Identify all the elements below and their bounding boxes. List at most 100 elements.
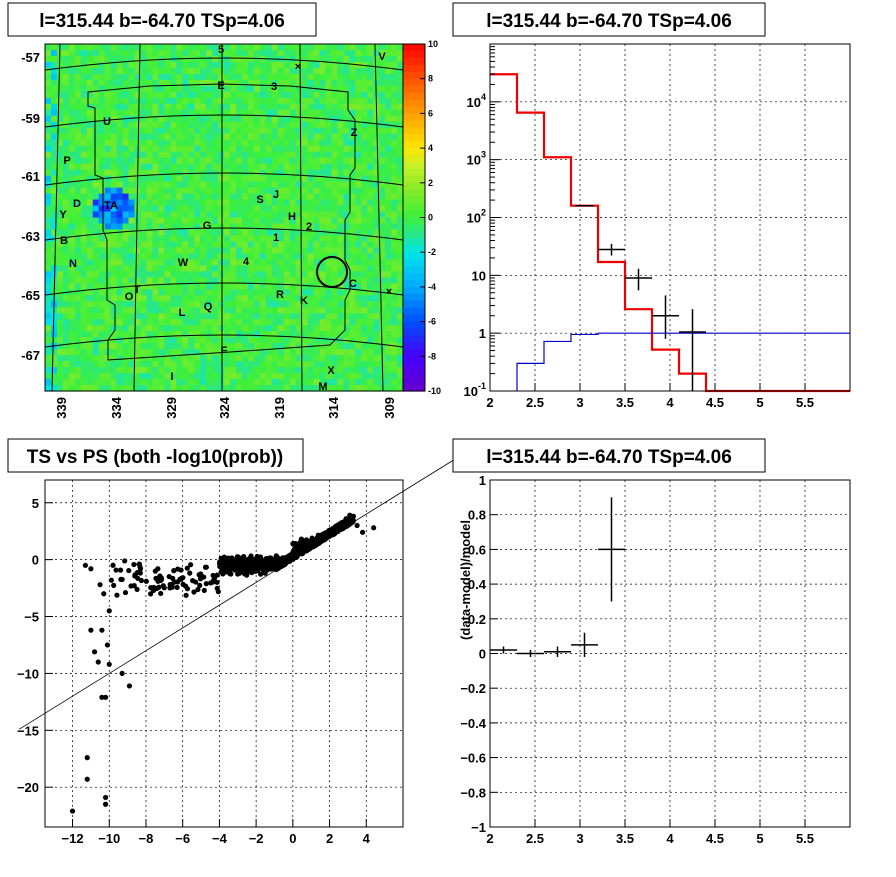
heatmap-cell: [301, 385, 309, 392]
heatmap-cell: [337, 253, 344, 260]
heatmap-cell: [385, 127, 392, 135]
heatmap-cell: [212, 49, 219, 57]
colorbar-band: [403, 238, 425, 246]
heatmap-cell: [397, 265, 404, 272]
heatmap-cell: [235, 283, 243, 290]
heatmap-cell: [361, 187, 368, 195]
heatmap-cell: [194, 247, 201, 254]
heatmap-cell: [313, 313, 321, 320]
heatmap-cell: [343, 313, 350, 320]
scatter-point: [88, 566, 94, 572]
heatmap-cell: [158, 193, 165, 201]
heatmap-cell: [146, 271, 153, 278]
heatmap-cell: [80, 187, 88, 195]
heatmap-cell: [307, 235, 315, 243]
heatmap-cell: [110, 277, 118, 284]
heatmap-cell: [164, 109, 171, 117]
heatmap-cell: [397, 307, 404, 314]
heatmap-cell: [259, 109, 267, 117]
heatmap-cell: [349, 253, 356, 260]
heatmap-cell: [283, 139, 291, 147]
heatmap-cell: [229, 373, 237, 380]
heatmap-cell: [391, 241, 398, 249]
heatmap-cell: [289, 241, 297, 249]
heatmap-cell: [92, 133, 100, 141]
heatmap-cell: [331, 307, 338, 314]
heatmap-cell: [265, 295, 273, 302]
heatmap-cell: [110, 169, 118, 177]
heatmap-cell: [235, 307, 243, 314]
heatmap-cell: [295, 253, 303, 260]
skymap-x-tick: 324: [217, 396, 232, 418]
heatmap-cell: [68, 181, 76, 189]
heatmap-cell: [355, 361, 362, 368]
heatmap-cell: [56, 325, 64, 332]
heatmap-cell: [229, 337, 237, 344]
source-label: Z: [351, 127, 358, 139]
heatmap-cell: [212, 133, 219, 141]
heatmap-cell: [200, 61, 207, 69]
heatmap-cell: [295, 127, 303, 135]
heatmap-cell: [271, 307, 279, 314]
heatmap-cell: [80, 307, 88, 314]
heatmap-cell: [337, 361, 344, 368]
heatmap-cell: [343, 379, 350, 386]
heatmap-cell: [307, 229, 315, 237]
heatmap-cell: [307, 199, 315, 207]
heatmap-cell: [110, 67, 118, 75]
heatmap-cell: [182, 361, 189, 368]
heatmap-cell: [313, 361, 321, 368]
heatmap-cell: [229, 85, 237, 93]
heatmap-cell: [56, 73, 64, 81]
heatmap-cell: [206, 295, 213, 302]
heatmap-cell: [194, 283, 201, 290]
heatmap-cell: [253, 49, 261, 57]
heatmap-cell: [170, 373, 177, 380]
heatmap-cell: [92, 301, 100, 308]
heatmap-cell: [164, 169, 171, 177]
heatmap-cell: [397, 67, 404, 75]
heatmap-cell: [379, 127, 386, 135]
heatmap-cell: [50, 139, 58, 147]
heatmap-cell: [182, 175, 189, 183]
heatmap-cell: [325, 217, 332, 225]
heatmap-cell: [313, 103, 321, 111]
heatmap-cell: [98, 103, 106, 111]
heatmap-cell: [379, 211, 386, 219]
heatmap-cell: [110, 91, 118, 99]
heatmap-cell: [152, 181, 159, 189]
heatmap-cell: [259, 127, 267, 135]
heatmap-cell: [277, 163, 285, 171]
source-label: 4: [243, 256, 250, 268]
heatmap-cell: [56, 151, 64, 159]
heatmap-cell: [158, 163, 165, 171]
heatmap-cell: [265, 211, 273, 219]
heatmap-cell: [247, 97, 255, 105]
heatmap-cell: [74, 229, 82, 237]
heatmap-cell: [212, 151, 219, 159]
heatmap-cell: [86, 44, 94, 51]
heatmap-cell: [176, 229, 183, 237]
heatmap-cell: [319, 211, 327, 219]
heatmap-cell: [92, 271, 100, 278]
heatmap-cell: [74, 343, 82, 350]
heatmap-cell: [194, 319, 201, 326]
heatmap-cell: [98, 307, 106, 314]
heatmap-cell: [349, 301, 356, 308]
heatmap-cell: [247, 67, 255, 75]
heatmap-cell: [68, 271, 76, 278]
heatmap-cell: [391, 301, 398, 308]
heatmap-cell: [80, 211, 88, 219]
heatmap-cell: [218, 211, 225, 219]
heatmap-cell: [343, 103, 350, 111]
heatmap-cell: [218, 307, 225, 314]
heatmap-cell: [289, 211, 297, 219]
skymap-y-tick: -67: [21, 348, 40, 363]
heatmap-cell: [367, 175, 374, 183]
heatmap-cell: [128, 319, 136, 326]
heatmap-cell: [361, 229, 368, 237]
heatmap-cell: [45, 163, 52, 171]
heatmap-cell: [253, 241, 261, 249]
heatmap-cell: [313, 325, 321, 332]
heatmap-cell: [92, 49, 100, 57]
